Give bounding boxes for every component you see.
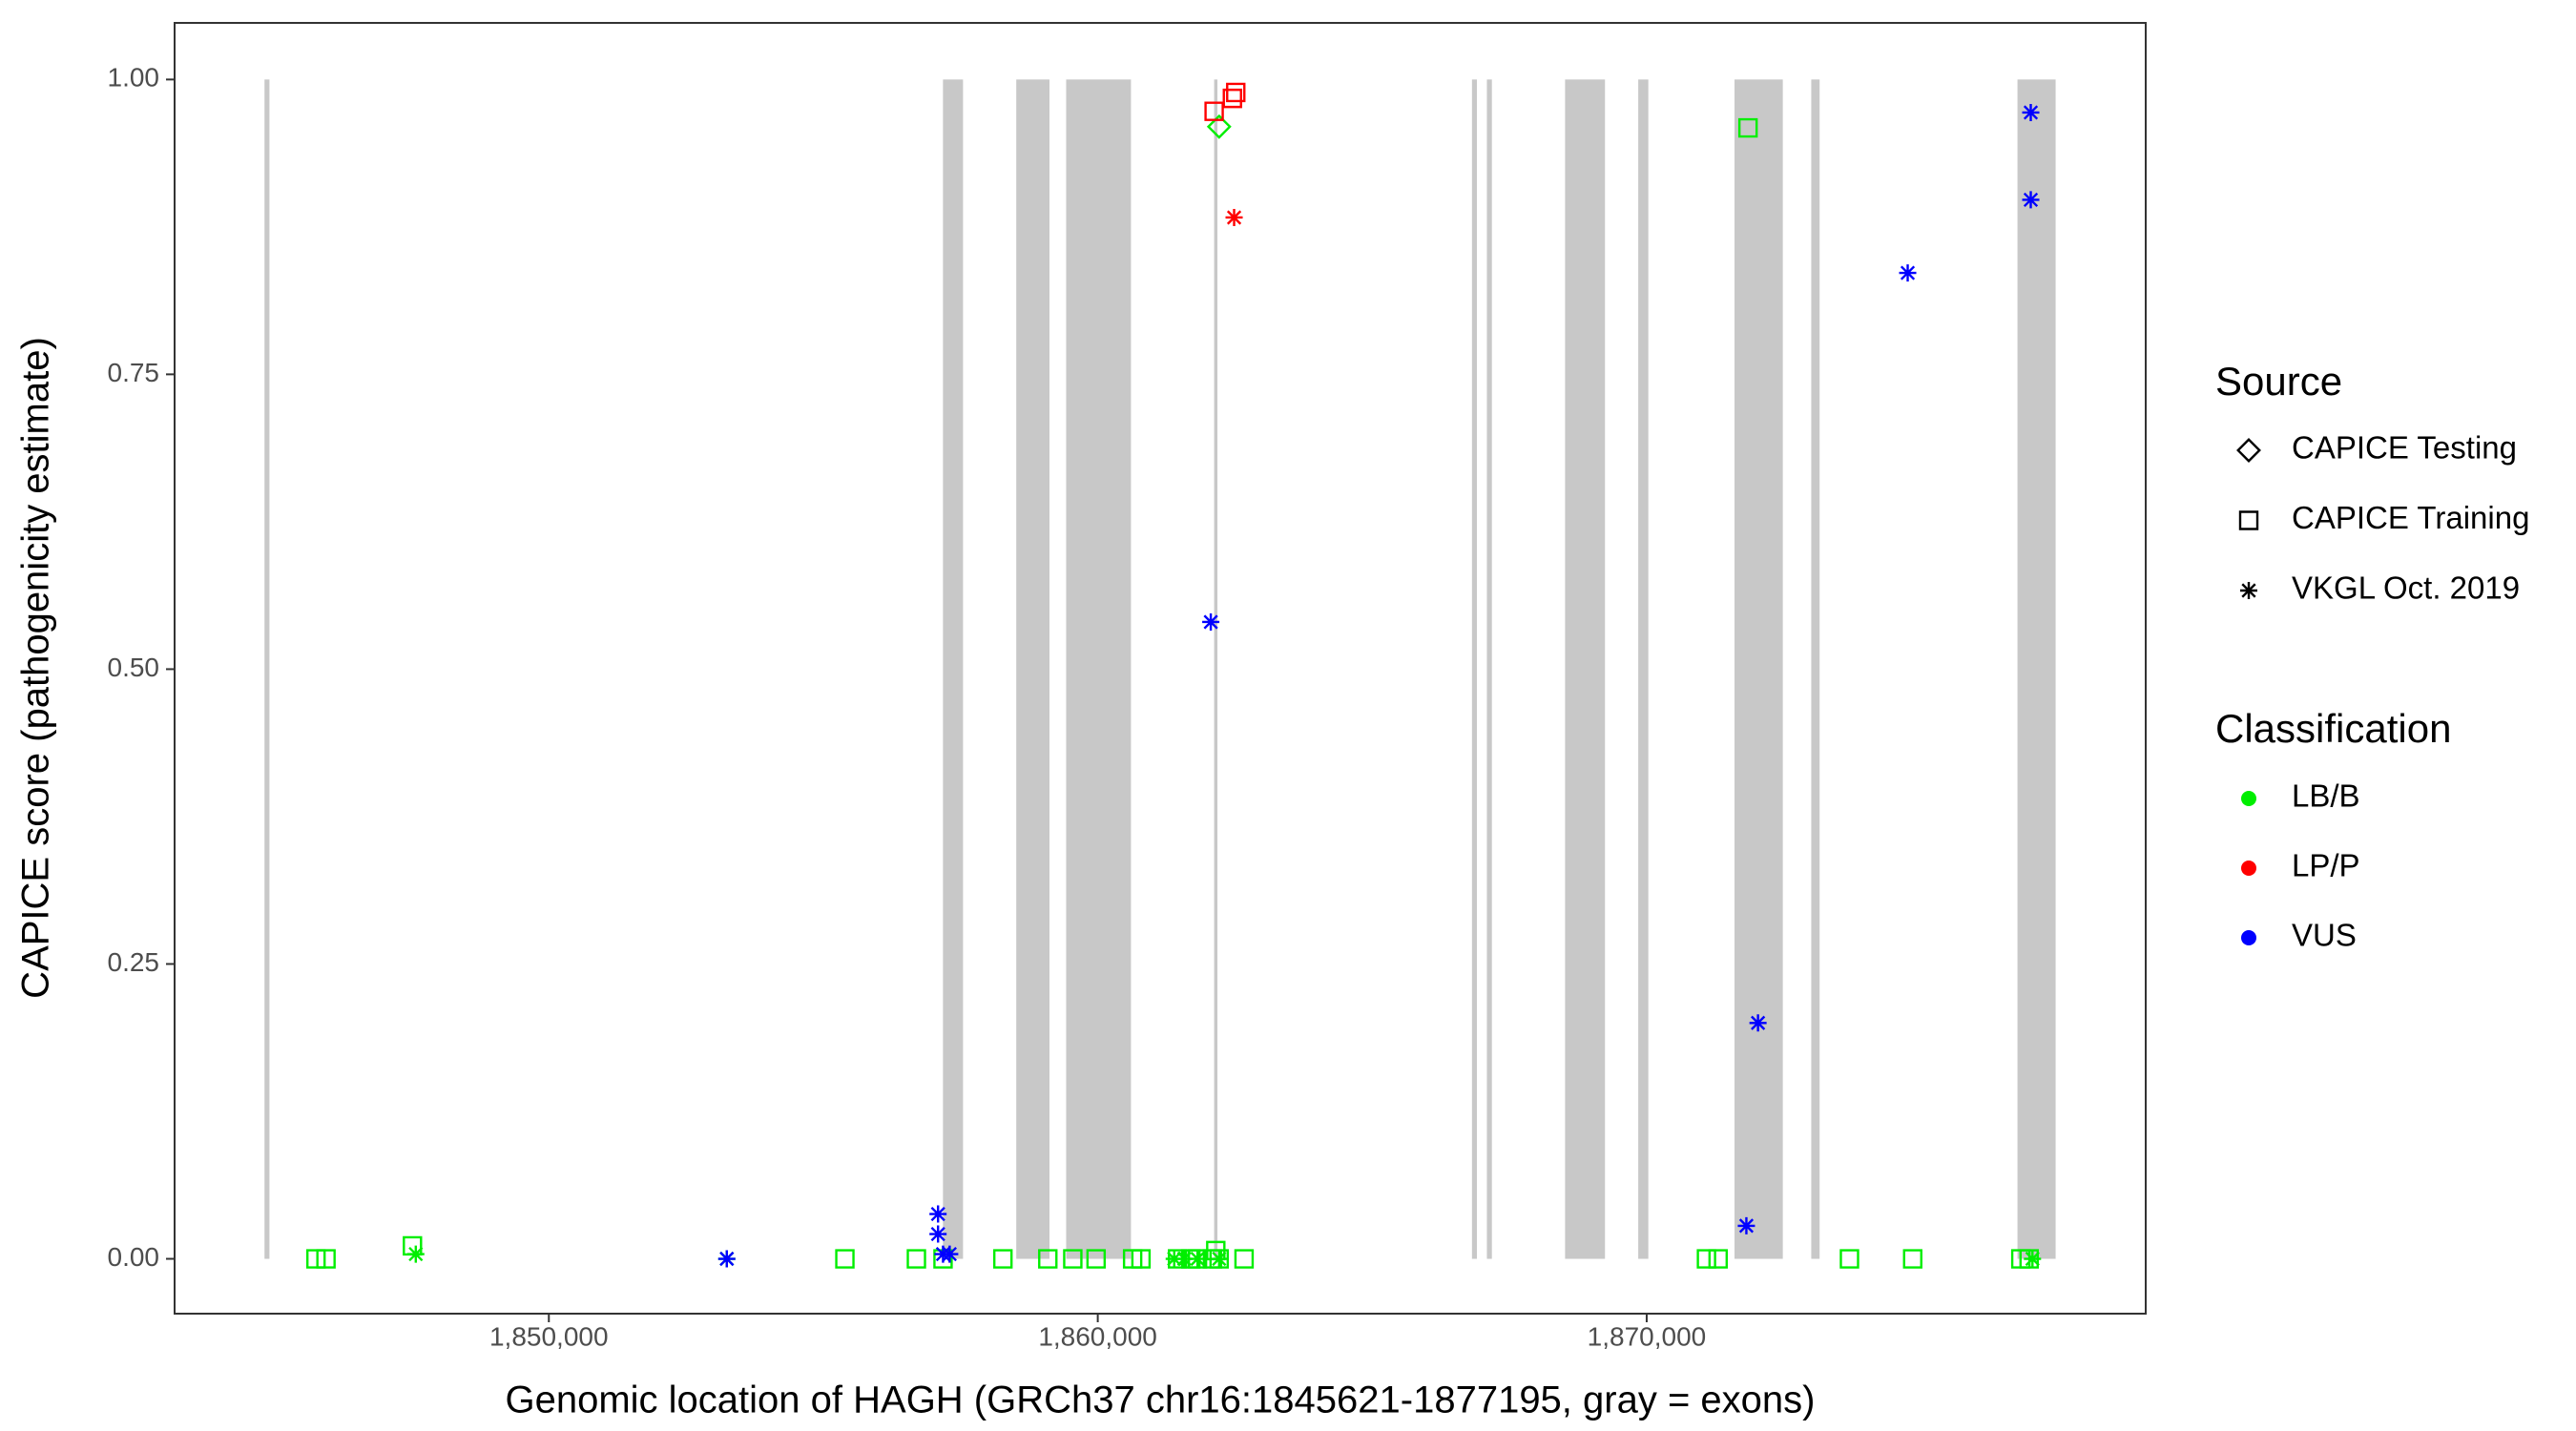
y-tick-label: 0.00	[108, 1242, 160, 1272]
point	[1202, 612, 1220, 631]
exon-band	[1471, 79, 1478, 1259]
exon-band	[1486, 79, 1492, 1259]
point	[1749, 1014, 1767, 1032]
y-axis-title: CAPICE score (pathogenicity estimate)	[15, 337, 57, 999]
point	[1189, 1250, 1207, 1268]
point	[717, 1250, 736, 1268]
y-tick-label: 0.75	[108, 358, 160, 387]
x-axis-title: Genomic location of HAGH (GRCh37 chr16:1…	[506, 1379, 1816, 1421]
point	[1902, 1249, 1922, 1269]
exon-band	[943, 79, 964, 1259]
legend-label: LB/B	[2292, 778, 2360, 814]
exon-band	[1016, 79, 1049, 1259]
point	[1209, 1249, 1230, 1269]
legend-label: CAPICE Training	[2292, 500, 2529, 535]
exon-band	[1811, 79, 1820, 1259]
point	[941, 1245, 959, 1263]
point	[1225, 208, 1243, 226]
legend-label: VUS	[2292, 918, 2357, 953]
point	[1737, 1216, 1755, 1234]
point	[2024, 1250, 2042, 1268]
x-tick-label: 1,860,000	[1038, 1321, 1157, 1351]
point	[906, 1249, 926, 1269]
point	[1899, 264, 1917, 282]
point	[2022, 191, 2040, 209]
point	[1226, 82, 1246, 103]
point	[1234, 1249, 1255, 1269]
exon-band	[1066, 79, 1132, 1259]
y-tick-label: 0.25	[108, 947, 160, 977]
point	[1737, 117, 1758, 138]
point	[316, 1249, 336, 1269]
point	[1038, 1249, 1058, 1269]
legend-label: VKGL Oct. 2019	[2292, 570, 2520, 606]
point	[1204, 101, 1224, 121]
point	[929, 1225, 947, 1243]
legend-symbol	[2240, 582, 2257, 599]
exon-band	[1735, 79, 1783, 1259]
legend-symbol	[2238, 510, 2259, 530]
legend-symbol	[2241, 861, 2256, 876]
point	[992, 1249, 1013, 1269]
exon-band	[2017, 79, 2056, 1259]
legend-title: Source	[2215, 359, 2342, 404]
legend-symbol	[2241, 791, 2256, 806]
exon-band	[1214, 79, 1218, 1259]
point	[1131, 1249, 1152, 1269]
exon-band	[264, 79, 270, 1259]
point	[1175, 1250, 1194, 1268]
panel-border	[174, 22, 2147, 1315]
point	[406, 1245, 425, 1263]
legend-label: LP/P	[2292, 848, 2360, 883]
legend-label: CAPICE Testing	[2292, 430, 2517, 466]
point	[1222, 88, 1242, 109]
point	[1086, 1249, 1107, 1269]
point	[835, 1249, 855, 1269]
exon-band	[1565, 79, 1606, 1259]
point	[1206, 114, 1232, 139]
point	[1210, 1250, 1228, 1268]
exon-band	[1638, 79, 1649, 1259]
point	[1063, 1249, 1083, 1269]
point	[929, 1205, 947, 1223]
point	[1708, 1249, 1729, 1269]
x-tick-label: 1,870,000	[1588, 1321, 1707, 1351]
point	[1165, 1250, 1183, 1268]
legend-symbol	[2241, 930, 2256, 945]
legend-title: Classification	[2215, 706, 2451, 751]
y-tick-label: 0.50	[108, 653, 160, 682]
x-tick-label: 1,850,000	[489, 1321, 609, 1351]
y-tick-label: 1.00	[108, 63, 160, 93]
point	[2022, 103, 2040, 121]
legend-symbol	[2236, 438, 2261, 463]
point	[1839, 1249, 1859, 1269]
